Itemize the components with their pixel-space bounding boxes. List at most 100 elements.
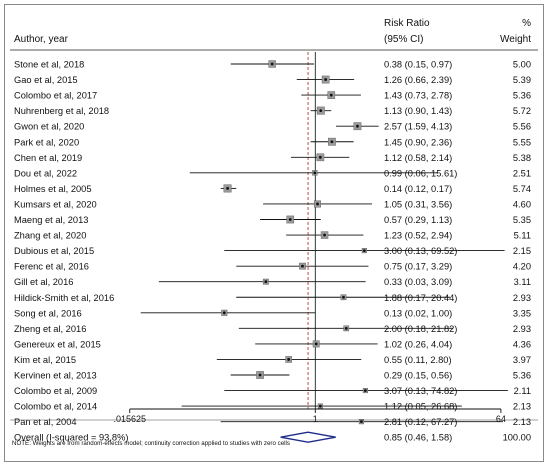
percent-header: % [522, 18, 531, 29]
study-ci-text: 1.23 (0.52, 2.94) [384, 231, 452, 241]
study-point-estimate [360, 420, 363, 424]
study-point-estimate [222, 311, 226, 315]
study-ci-text: 2.81 (0.12, 67.27) [384, 417, 457, 427]
study-weight: 5.39 [513, 75, 531, 85]
x-tick-label: 64 [496, 414, 506, 424]
study-weight: 2.15 [513, 246, 531, 256]
study-label: Chen et al, 2019 [14, 153, 82, 163]
study-label: Pan et al, 2004 [14, 417, 77, 427]
study-label: Hildick-Smith et al, 2016 [14, 293, 114, 303]
study-point-estimate [318, 155, 322, 159]
study-ci-text: 0.29 (0.15, 0.56) [384, 371, 452, 381]
weight-header: Weight [500, 34, 531, 45]
study-point-estimate [342, 295, 345, 299]
study-ci-text: 0.33 (0.03, 3.09) [384, 277, 452, 287]
study-ci-text: 1.43 (0.73, 2.78) [384, 91, 452, 101]
study-weight: 3.11 [514, 277, 531, 287]
study-weight: 2.13 [513, 417, 531, 427]
study-point-estimate [363, 389, 367, 392]
study-label: Stone et al, 2018 [14, 60, 84, 70]
study-label: Genereux et al, 2015 [14, 339, 101, 349]
study-point-estimate [264, 280, 268, 284]
study-weight: 4.20 [513, 262, 531, 272]
study-point-estimate [301, 264, 304, 268]
study-label: Gill et al, 2016 [14, 277, 73, 287]
study-point-estimate [258, 373, 262, 377]
study-label: Nuhrenberg et al, 2018 [14, 106, 109, 116]
study-weight: 3.35 [513, 308, 531, 318]
study-ci-text: 2.57 (1.59, 4.13) [384, 122, 452, 132]
study-ci-text: 0.55 (0.11, 2.80) [384, 355, 452, 365]
overall-label: Overall (I-squared = 93.8%) [14, 433, 128, 443]
study-label: Ferenc et al, 2016 [14, 262, 89, 272]
study-point-estimate [226, 187, 229, 190]
study-ci-text: 2.00 (0.18, 21.82) [384, 324, 457, 334]
study-label: Dubious et al, 2015 [14, 246, 94, 256]
study-weight: 5.36 [513, 91, 531, 101]
study-ci-text: 0.75 (0.17, 3.29) [384, 262, 452, 272]
study-ci-text: 1.05 (0.31, 3.56) [384, 199, 452, 209]
study-weight: 5.11 [514, 231, 531, 241]
study-label: Gao et al, 2015 [14, 75, 78, 85]
study-ci-text: 1.02 (0.26, 4.04) [384, 339, 452, 349]
study-weight: 5.36 [513, 371, 531, 381]
study-label: Dou et al, 2022 [14, 168, 77, 178]
study-label: Holmes et al, 2005 [14, 184, 92, 194]
overall-weight: 100.00 [503, 433, 531, 443]
study-point-estimate [318, 404, 322, 408]
study-point-estimate [287, 358, 291, 361]
study-point-estimate [313, 171, 317, 175]
study-label: Kumsars et al, 2020 [14, 199, 97, 209]
study-point-estimate [362, 249, 366, 253]
study-weight: 5.55 [513, 137, 531, 147]
study-ci-text: 1.45 (0.90, 2.36) [384, 137, 452, 147]
study-ci-text: 0.38 (0.15, 0.97) [384, 60, 452, 70]
study-point-estimate [344, 326, 348, 330]
study-label: Zheng et al, 2016 [14, 324, 86, 334]
study-point-estimate [314, 342, 318, 346]
study-weight: 2.93 [513, 324, 531, 334]
study-weight: 2.13 [513, 402, 531, 412]
overall-ci-text: 0.85 (0.46, 1.58) [384, 433, 452, 443]
study-point-estimate [270, 62, 274, 66]
study-label: Maeng et al, 2013 [14, 215, 88, 225]
study-point-estimate [329, 93, 333, 97]
study-point-estimate [323, 233, 326, 237]
study-weight: 2.11 [514, 386, 531, 396]
ci-header: (95% CI) [384, 34, 423, 45]
study-weight: 3.97 [513, 355, 531, 365]
study-point-estimate [316, 202, 319, 206]
study-label: Colombo et al, 2009 [14, 386, 97, 396]
study-point-estimate [288, 218, 292, 221]
study-point-estimate [324, 78, 328, 81]
study-label: Gwon et al, 2020 [14, 122, 84, 132]
study-weight: 5.38 [513, 153, 531, 163]
study-ci-text: 1.13 (0.90, 1.43) [384, 106, 452, 116]
study-ci-text: 3.00 (0.13, 69.52) [384, 246, 457, 256]
study-weight: 5.56 [513, 122, 531, 132]
study-weight: 5.35 [513, 215, 531, 225]
author-column-header: Author, year [14, 34, 69, 45]
study-ci-text: 1.12 (0.05, 26.68) [384, 402, 457, 412]
overall-diamond [280, 431, 336, 443]
study-weight: 4.36 [513, 339, 531, 349]
study-label: Zhang et al, 2020 [14, 231, 86, 241]
study-point-estimate [356, 124, 359, 128]
study-label: Kim et al, 2015 [14, 355, 76, 365]
study-ci-text: 0.57 (0.29, 1.13) [384, 215, 452, 225]
forest-plot-frame [4, 4, 544, 462]
x-tick-label: 1 [313, 414, 318, 424]
footnote: NOTE: Weights are from random-effects mo… [12, 440, 290, 447]
study-ci-text: 3.07 (0.13, 74.82) [384, 386, 457, 396]
study-ci-text: 1.88 (0.17, 20.44) [384, 293, 457, 303]
study-weight: 5.74 [513, 184, 531, 194]
study-label: Kervinen et al, 2013 [14, 371, 97, 381]
study-point-estimate [319, 109, 323, 113]
study-weight: 2.93 [513, 293, 531, 303]
study-label: Song et al, 2016 [14, 308, 82, 318]
study-ci-text: 0.99 (0.06, 15.61) [384, 168, 457, 178]
study-point-estimate [330, 140, 334, 144]
study-ci-text: 0.13 (0.02, 1.00) [384, 308, 452, 318]
study-ci-text: 1.26 (0.66, 2.39) [384, 75, 452, 85]
